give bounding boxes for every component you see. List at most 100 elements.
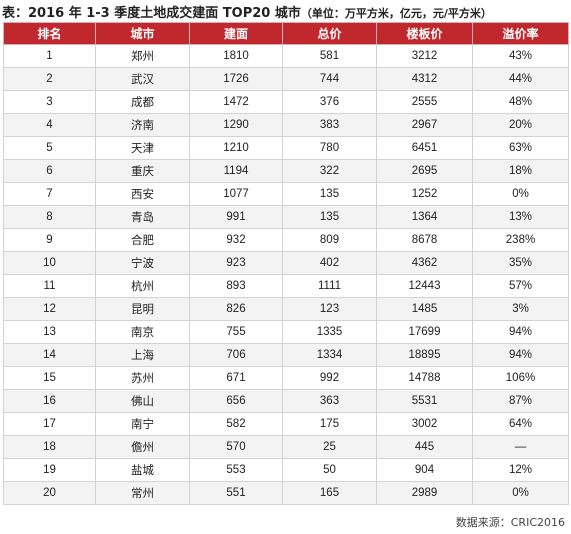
cell-city: 佛山 — [95, 389, 190, 413]
cell-area: 755 — [189, 320, 283, 344]
cell-premium-rate: 57% — [472, 274, 569, 298]
cell-area: 582 — [189, 412, 283, 436]
table-row: 20 常州 551 165 2989 0% — [3, 481, 569, 505]
cell-area: 1726 — [189, 67, 283, 91]
cell-city: 成都 — [95, 90, 190, 114]
cell-city: 宁波 — [95, 251, 190, 275]
cell-premium-rate: 64% — [472, 412, 569, 436]
cell-total-price: 363 — [282, 389, 377, 413]
ranking-table: 排名 城市 建面 总价 楼板价 溢价率 1 郑州 1810 581 3212 43% 2 武汉… — [3, 22, 569, 505]
cell-rank: 4 — [3, 113, 96, 137]
cell-area: 656 — [189, 389, 283, 413]
cell-premium-rate: 87% — [472, 389, 569, 413]
cell-premium-rate: 106% — [472, 366, 569, 390]
cell-total-price: 780 — [282, 136, 377, 160]
col-header-city: 城市 — [95, 22, 190, 45]
cell-total-price: 1335 — [282, 320, 377, 344]
table-row: 6 重庆 1194 322 2695 18% — [3, 159, 569, 183]
cell-area: 1210 — [189, 136, 283, 160]
col-header-floor-price: 楼板价 — [376, 22, 473, 45]
cell-rank: 15 — [3, 366, 96, 390]
cell-floor-price: 1252 — [376, 182, 473, 206]
table-title: 表：2016 年 1-3 季度土地成交建面 TOP20 城市（单位：万平方米，亿… — [2, 2, 492, 21]
cell-city: 昆明 — [95, 297, 190, 321]
cell-rank: 20 — [3, 481, 96, 505]
cell-rank: 8 — [3, 205, 96, 229]
cell-premium-rate: 238% — [472, 228, 569, 252]
cell-total-price: 165 — [282, 481, 377, 505]
table-row: 16 佛山 656 363 5531 87% — [3, 389, 569, 413]
title-text: 表：2016 年 1-3 季度土地成交建面 TOP20 城市 — [2, 6, 301, 21]
cell-floor-price: 5531 — [376, 389, 473, 413]
cell-rank: 9 — [3, 228, 96, 252]
table-row: 11 杭州 893 1111 12443 57% — [3, 274, 569, 298]
cell-city: 重庆 — [95, 159, 190, 183]
cell-city: 西安 — [95, 182, 190, 206]
cell-city: 上海 — [95, 343, 190, 367]
col-header-area: 建面 — [189, 22, 283, 45]
cell-total-price: 25 — [282, 435, 377, 459]
cell-total-price: 1111 — [282, 274, 377, 298]
table-row: 19 盐城 553 50 904 12% — [3, 458, 569, 482]
cell-floor-price: 3002 — [376, 412, 473, 436]
cell-floor-price: 904 — [376, 458, 473, 482]
cell-area: 671 — [189, 366, 283, 390]
cell-area: 1290 — [189, 113, 283, 137]
cell-rank: 17 — [3, 412, 96, 436]
col-header-total-price: 总价 — [282, 22, 377, 45]
header-row: 排名 城市 建面 总价 楼板价 溢价率 — [3, 22, 569, 45]
cell-rank: 19 — [3, 458, 96, 482]
cell-rank: 12 — [3, 297, 96, 321]
cell-premium-rate: 48% — [472, 90, 569, 114]
cell-premium-rate: 44% — [472, 67, 569, 91]
cell-total-price: 992 — [282, 366, 377, 390]
cell-rank: 5 — [3, 136, 96, 160]
table-row: 3 成都 1472 376 2555 48% — [3, 90, 569, 114]
cell-total-price: 123 — [282, 297, 377, 321]
table-row: 13 南京 755 1335 17699 94% — [3, 320, 569, 344]
cell-area: 553 — [189, 458, 283, 482]
cell-total-price: 135 — [282, 182, 377, 206]
cell-floor-price: 2695 — [376, 159, 473, 183]
cell-area: 991 — [189, 205, 283, 229]
cell-city: 武汉 — [95, 67, 190, 91]
cell-city: 南宁 — [95, 412, 190, 436]
table-row: 8 青岛 991 135 1364 13% — [3, 205, 569, 229]
col-header-rank: 排名 — [3, 22, 96, 45]
cell-total-price: 1334 — [282, 343, 377, 367]
cell-city: 合肥 — [95, 228, 190, 252]
cell-rank: 3 — [3, 90, 96, 114]
cell-rank: 13 — [3, 320, 96, 344]
cell-floor-price: 14788 — [376, 366, 473, 390]
cell-rank: 2 — [3, 67, 96, 91]
cell-premium-rate: 13% — [472, 205, 569, 229]
cell-area: 1077 — [189, 182, 283, 206]
cell-premium-rate: 94% — [472, 320, 569, 344]
cell-area: 551 — [189, 481, 283, 505]
data-source: 数据来源：CRIC2016 — [455, 516, 565, 529]
cell-total-price: 322 — [282, 159, 377, 183]
cell-premium-rate: — — [472, 435, 569, 459]
cell-total-price: 376 — [282, 90, 377, 114]
table-row: 4 济南 1290 383 2967 20% — [3, 113, 569, 137]
cell-premium-rate: 0% — [472, 481, 569, 505]
cell-floor-price: 2967 — [376, 113, 473, 137]
cell-city: 郑州 — [95, 44, 190, 68]
cell-area: 826 — [189, 297, 283, 321]
cell-floor-price: 445 — [376, 435, 473, 459]
cell-area: 706 — [189, 343, 283, 367]
table-row: 15 苏州 671 992 14788 106% — [3, 366, 569, 390]
table-row: 14 上海 706 1334 18895 94% — [3, 343, 569, 367]
cell-total-price: 135 — [282, 205, 377, 229]
cell-city: 常州 — [95, 481, 190, 505]
cell-premium-rate: 63% — [472, 136, 569, 160]
cell-floor-price: 1485 — [376, 297, 473, 321]
cell-total-price: 50 — [282, 458, 377, 482]
table-row: 10 宁波 923 402 4362 35% — [3, 251, 569, 275]
cell-rank: 10 — [3, 251, 96, 275]
cell-city: 苏州 — [95, 366, 190, 390]
table-row: 18 儋州 570 25 445— — [3, 435, 569, 459]
cell-total-price: 809 — [282, 228, 377, 252]
cell-floor-price: 2555 — [376, 90, 473, 114]
cell-area: 893 — [189, 274, 283, 298]
